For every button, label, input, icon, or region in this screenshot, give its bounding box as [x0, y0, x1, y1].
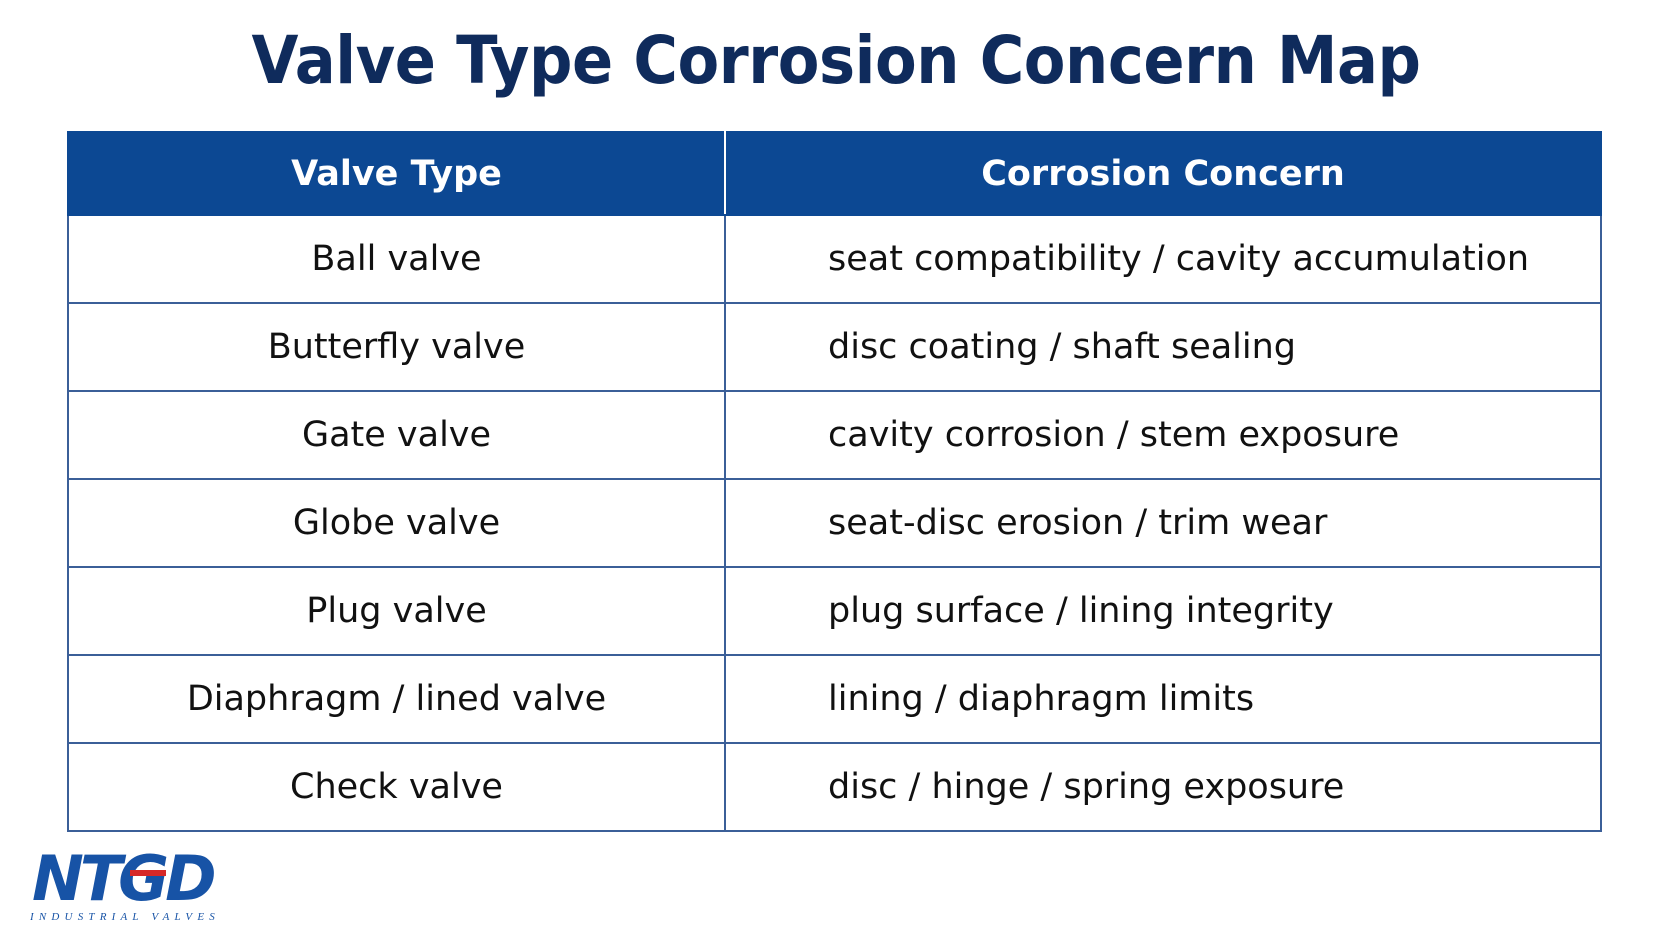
- table-row: Plug valve plug surface / lining integrit…: [67, 566, 1602, 656]
- table-row: Ball valve seat compatibility / cavity ac…: [67, 214, 1602, 304]
- valve-type-cell: Globe valve: [67, 478, 726, 568]
- table-row: Butterfly valve disc coating / shaft seal…: [67, 302, 1602, 392]
- corrosion-concern-cell: plug surface / lining integrity: [724, 566, 1602, 656]
- valve-type-cell: Diaphragm / lined valve: [67, 654, 726, 744]
- corrosion-concern-cell: disc / hinge / spring exposure: [724, 742, 1602, 832]
- corrosion-concern-cell: lining / diaphragm limits: [724, 654, 1602, 744]
- table-row: Gate valve cavity corrosion / stem exposu…: [67, 390, 1602, 480]
- logo: NTGD INDUSTRIAL VALVES: [30, 850, 220, 923]
- title: Valve Type Corrosion Concern Map: [251, 22, 1421, 99]
- logo-mark: NTGD: [32, 850, 214, 915]
- valve-type-cell: Butterfly valve: [67, 302, 726, 392]
- column-header: Corrosion Concern: [724, 131, 1602, 216]
- corrosion-concern-cell: seat-disc erosion / trim wear: [724, 478, 1602, 568]
- valve-type-cell: Plug valve: [67, 566, 726, 656]
- logo-accent: [130, 870, 166, 876]
- valve-type-cell: Gate valve: [67, 390, 726, 480]
- valve-type-cell: Check valve: [67, 742, 726, 832]
- valve-type-cell: Ball valve: [67, 214, 726, 304]
- corrosion-concern-cell: disc coating / shaft sealing: [724, 302, 1602, 392]
- header-row: Valve Type Corrosion Concern: [67, 131, 1602, 216]
- corrosion-concern-cell: seat compatibility / cavity accumulation: [724, 214, 1602, 304]
- table-row: Diaphragm / lined valve lining / diaphrag…: [67, 654, 1602, 744]
- corrosion-concern-cell: cavity corrosion / stem exposure: [724, 390, 1602, 480]
- table-row: Check valve disc / hinge / spring exposur…: [67, 742, 1602, 832]
- column-header: Valve Type: [67, 131, 726, 216]
- table: Valve Type Corrosion Concern Ball valve s…: [67, 131, 1602, 832]
- table-row: Globe valve seat-disc erosion / trim wear: [67, 478, 1602, 568]
- logo-tagline: INDUSTRIAL VALVES: [30, 911, 220, 923]
